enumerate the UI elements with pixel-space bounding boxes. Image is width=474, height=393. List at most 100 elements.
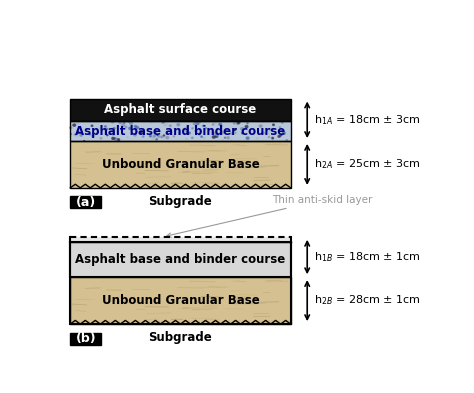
Circle shape [80, 134, 82, 136]
Circle shape [154, 132, 156, 134]
Circle shape [273, 124, 274, 125]
Text: h$_{2A}$ = 25cm ± 3cm: h$_{2A}$ = 25cm ± 3cm [314, 158, 420, 171]
Text: Thin anti-skid layer: Thin anti-skid layer [167, 195, 373, 237]
Text: h$_{1B}$ = 18cm ± 1cm: h$_{1B}$ = 18cm ± 1cm [314, 250, 420, 264]
Text: h$_{1A}$ = 18cm ± 3cm: h$_{1A}$ = 18cm ± 3cm [314, 113, 420, 127]
Circle shape [173, 136, 174, 137]
Circle shape [107, 129, 108, 130]
Circle shape [268, 136, 270, 138]
Circle shape [199, 133, 200, 135]
Circle shape [282, 122, 283, 123]
Text: Asphalt base and binder course: Asphalt base and binder course [75, 253, 286, 266]
Circle shape [166, 136, 169, 139]
Circle shape [214, 132, 216, 134]
Circle shape [164, 123, 167, 126]
Circle shape [221, 131, 224, 133]
Circle shape [150, 121, 153, 123]
Bar [70, 141, 291, 188]
Circle shape [189, 132, 191, 134]
Circle shape [256, 138, 258, 139]
Circle shape [117, 139, 119, 141]
Text: (a): (a) [76, 196, 96, 209]
Circle shape [123, 122, 125, 123]
Circle shape [231, 140, 232, 141]
Circle shape [216, 135, 218, 137]
Circle shape [214, 121, 217, 124]
Bar [70, 99, 291, 121]
Circle shape [263, 121, 264, 122]
Circle shape [205, 127, 207, 129]
Bar [70, 141, 291, 188]
Circle shape [99, 128, 101, 129]
Circle shape [281, 135, 282, 136]
Circle shape [139, 131, 142, 133]
Circle shape [163, 122, 164, 123]
Circle shape [92, 135, 94, 137]
Circle shape [134, 134, 136, 136]
Circle shape [267, 132, 269, 134]
Circle shape [247, 123, 248, 124]
Circle shape [203, 137, 205, 138]
Circle shape [158, 136, 160, 137]
Circle shape [114, 138, 116, 140]
Circle shape [157, 134, 158, 135]
Circle shape [222, 125, 223, 126]
Bar [70, 277, 291, 324]
Circle shape [156, 139, 157, 140]
Circle shape [216, 136, 217, 137]
Circle shape [126, 127, 127, 128]
Circle shape [100, 138, 102, 139]
Circle shape [161, 136, 163, 138]
Bar [70, 121, 291, 141]
Circle shape [225, 137, 226, 138]
Circle shape [90, 134, 91, 135]
Circle shape [127, 137, 128, 138]
Circle shape [212, 124, 214, 125]
Circle shape [177, 123, 180, 126]
Circle shape [231, 133, 232, 134]
Circle shape [245, 126, 248, 128]
Bar [70, 237, 291, 242]
Circle shape [115, 140, 117, 141]
Circle shape [280, 127, 281, 128]
Circle shape [235, 132, 236, 133]
Circle shape [234, 123, 235, 124]
Circle shape [246, 137, 249, 139]
Circle shape [216, 134, 219, 136]
Circle shape [162, 136, 164, 138]
Circle shape [263, 132, 264, 133]
Circle shape [196, 122, 199, 125]
Circle shape [286, 140, 287, 141]
Circle shape [153, 137, 154, 139]
Bar [70, 196, 101, 208]
Circle shape [195, 130, 197, 132]
Text: Subgrade: Subgrade [149, 195, 212, 208]
Bar [70, 242, 291, 277]
Circle shape [91, 125, 93, 127]
Circle shape [283, 132, 285, 134]
Circle shape [191, 137, 193, 138]
Text: (b): (b) [75, 332, 96, 345]
Text: Unbound Granular Base: Unbound Granular Base [101, 294, 259, 307]
Circle shape [234, 129, 236, 130]
Circle shape [216, 134, 218, 136]
Circle shape [278, 135, 280, 137]
Circle shape [219, 123, 221, 125]
Text: Asphalt base and binder course: Asphalt base and binder course [75, 125, 286, 138]
Circle shape [221, 132, 224, 134]
Bar [70, 121, 291, 141]
Circle shape [129, 127, 131, 129]
Circle shape [212, 136, 215, 138]
Circle shape [75, 134, 78, 136]
Circle shape [202, 125, 204, 127]
Circle shape [74, 134, 76, 135]
Circle shape [195, 127, 197, 128]
Circle shape [113, 128, 115, 129]
Circle shape [122, 124, 125, 127]
Bar [70, 277, 291, 324]
Circle shape [237, 121, 240, 124]
Bar [70, 242, 291, 324]
Circle shape [130, 122, 133, 125]
Circle shape [119, 121, 122, 123]
Circle shape [186, 138, 187, 140]
